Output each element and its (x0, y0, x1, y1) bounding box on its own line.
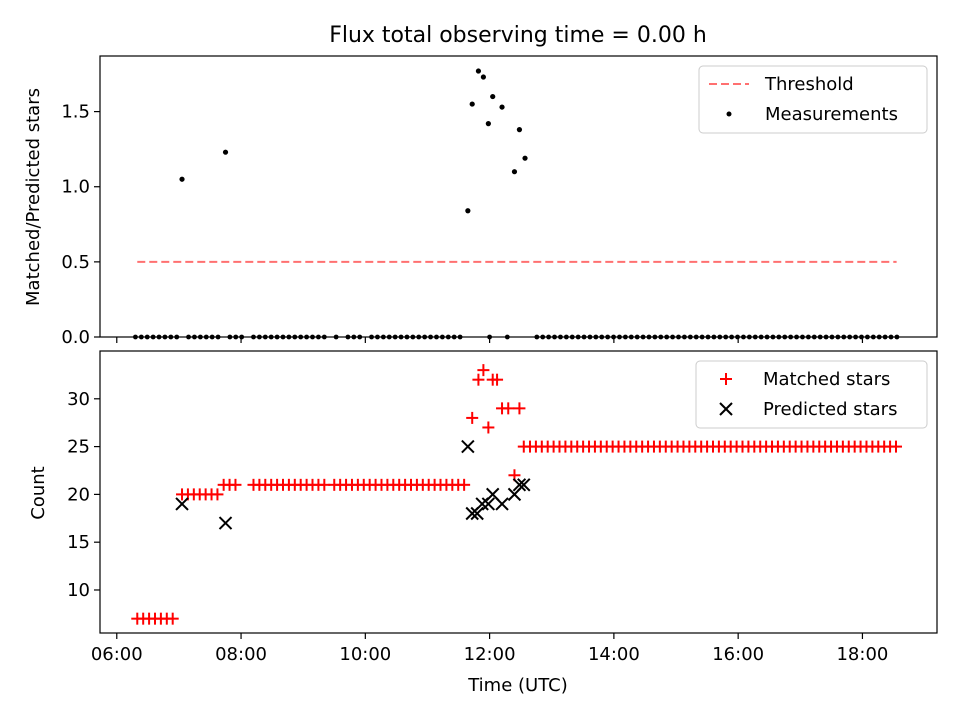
bottom-legend-frame (695, 360, 928, 429)
matched-star-marker (229, 478, 242, 491)
bottom-x-tick-label: 18:00 (836, 644, 888, 665)
predicted-star-marker (470, 506, 484, 521)
matched-stars-series (131, 364, 902, 625)
matched-stars-legend-swatch (720, 373, 732, 385)
predicted-star-marker-b (512, 478, 527, 492)
predicted-star-marker-b (486, 487, 500, 502)
matched-star-marker (477, 364, 490, 377)
top-axes: 0.0 0.5 1.0 1.5 Matched/Predicted stars Thr… (23, 55, 938, 348)
top-y-tick-label: 1.0 (61, 177, 90, 198)
threshold-legend-label: Threshold (764, 74, 854, 95)
bottom-y-axis-label: Count (28, 466, 49, 519)
top-y-tick-label: 0.0 (61, 327, 90, 348)
measurement-point (475, 68, 482, 74)
bottom-axes-frame (99, 350, 938, 634)
measurements-series (179, 68, 528, 214)
bottom-x-tick-label: 08:00 (215, 644, 267, 665)
predicted-star-marker-b (495, 497, 509, 511)
matched-star-marker (502, 402, 515, 415)
top-legend-frame (698, 65, 928, 134)
matched-star-marker (889, 440, 902, 453)
measurements-legend-label: Measurements (765, 104, 898, 125)
predicted-star-marker (218, 516, 233, 530)
matched-star-marker (458, 478, 471, 491)
predicted-star-marker-b (461, 439, 475, 454)
top-y-tick-label: 0.5 (61, 252, 90, 273)
measurements-legend-swatch (726, 111, 732, 117)
bottom-x-axis-label: Time (UTC) (467, 675, 568, 696)
bottom-x-tick-label: 16:00 (712, 644, 764, 665)
measurement-point (465, 208, 471, 214)
predicted-star-marker (481, 497, 496, 511)
top-y-tick-label: 1.5 (61, 102, 90, 123)
predicted-stars-series (175, 439, 531, 530)
predicted-star-marker (461, 439, 475, 454)
matched-star-marker (166, 612, 179, 625)
predicted-star-marker-b (481, 497, 496, 511)
top-x-axis (116, 337, 864, 343)
bottom-y-tick-label: 15 (67, 532, 90, 553)
predicted-star-marker (512, 478, 527, 492)
bottom-legend: Matched stars Predicted stars (695, 360, 928, 429)
top-y-axis-label: Matched/Predicted stars (23, 88, 44, 306)
bottom-x-tick-label: 10:00 (339, 644, 391, 665)
top-y-axis: 0.0 0.5 1.0 1.5 (61, 102, 100, 348)
top-axes-frame (99, 55, 938, 338)
measurement-point (179, 176, 185, 182)
measurement-point (469, 101, 475, 107)
measurement-point (516, 127, 523, 133)
bottom-y-tick-label: 20 (67, 484, 90, 505)
figure-title: Flux total observing time = 0.00 h (329, 23, 707, 48)
measurement-point (490, 93, 496, 100)
predicted-star-marker-b (475, 497, 489, 511)
bottom-y-axis: 10 15 20 25 30 (67, 389, 100, 601)
matched-star-marker (517, 440, 530, 453)
predicted-star-marker (495, 497, 509, 511)
measurement-point (485, 121, 491, 127)
bottom-x-tick-label: 06:00 (91, 644, 143, 665)
predicted-star-marker-b (218, 516, 233, 530)
matched-stars-legend-label: Matched stars (763, 369, 890, 390)
matched-star-marker (513, 402, 526, 415)
bottom-x-axis: 06:00 08:00 10:00 12:00 14:00 16:00 18:00 (91, 633, 888, 665)
matched-star-marker (211, 488, 224, 501)
matched-star-marker (491, 373, 504, 386)
bottom-y-tick-label: 25 (67, 437, 90, 458)
predicted-stars-legend-swatch (719, 402, 733, 416)
matched-star-marker (482, 421, 495, 434)
measurement-point (222, 149, 229, 155)
measurement-point (499, 104, 505, 110)
predicted-star-marker (517, 478, 531, 492)
bottom-x-tick-label: 14:00 (588, 644, 640, 665)
predicted-star-marker (175, 497, 189, 511)
measurement-point (522, 155, 528, 161)
predicted-star-marker (475, 497, 489, 511)
bottom-x-tick-label: 12:00 (464, 644, 516, 665)
predicted-star-marker-b (517, 478, 531, 492)
predicted-star-marker-b (175, 497, 189, 511)
measurement-point (480, 74, 486, 80)
measurement-point (511, 169, 518, 175)
bottom-axes: 10 15 20 25 30 06:00 08:00 10:00 12:00 14:00 16:0… (28, 350, 938, 696)
predicted-star-marker-b (470, 506, 484, 521)
bottom-y-tick-label: 30 (67, 389, 90, 410)
matched-star-marker (466, 411, 479, 424)
predicted-stars-legend-label: Predicted stars (763, 399, 897, 420)
top-legend: Threshold Measurements (698, 65, 928, 134)
matched-star-marker (472, 373, 485, 386)
bottom-y-tick-label: 10 (67, 580, 90, 601)
